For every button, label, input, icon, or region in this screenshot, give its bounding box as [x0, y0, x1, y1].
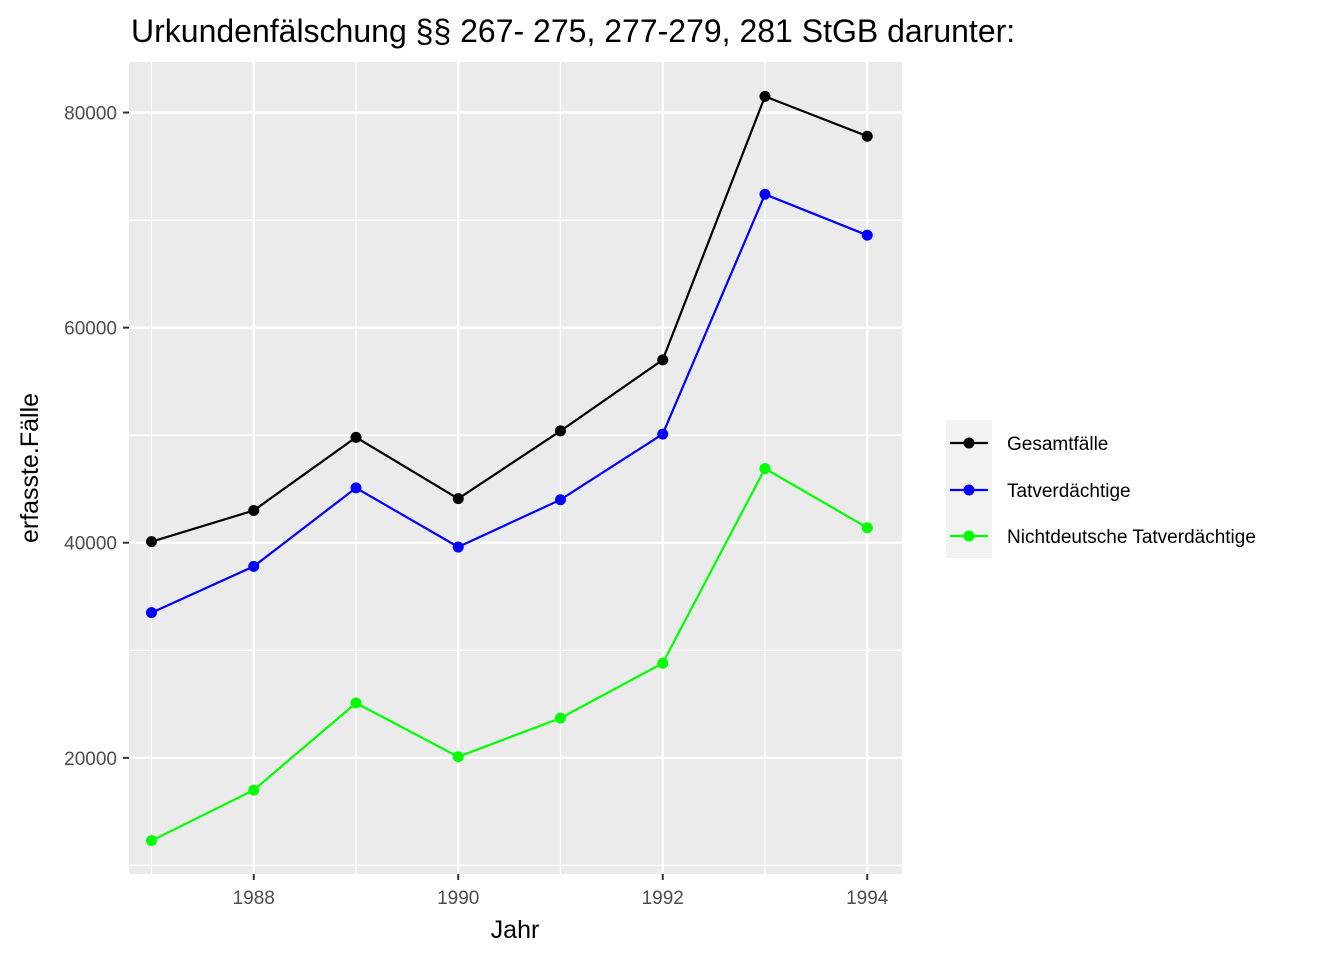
series-point-2: [350, 482, 362, 494]
legend-key-point: [963, 437, 975, 449]
y-axis-title: erfasste.Fälle: [16, 393, 44, 543]
y-tick-label: 20000: [64, 749, 117, 770]
series-line-3: [151, 466, 868, 842]
x-tick-label: 1994: [846, 888, 889, 909]
series-point-1: [452, 493, 464, 505]
series-line-2: [151, 192, 868, 614]
series-point-3: [145, 835, 157, 847]
series-point-1: [554, 425, 566, 437]
series-line-1: [151, 94, 868, 543]
series-point-1: [248, 504, 260, 516]
series-lines: [145, 90, 873, 847]
legend: Gesamtfälle Tatverdächtige Nichtdeutsche T…: [946, 420, 1256, 558]
plot-panel: [129, 62, 902, 874]
series-point-3: [452, 751, 464, 763]
legend-label: Gesamtfälle: [1007, 434, 1108, 455]
series-point-2: [657, 428, 669, 440]
series-point-1: [657, 354, 669, 366]
axes: 20000 40000 60000 80000 1988 1990 1992 1994: [64, 104, 889, 909]
series-point-1: [759, 90, 771, 102]
series-point-1: [350, 431, 362, 443]
y-tick-label: 40000: [64, 534, 117, 555]
series-point-2: [861, 229, 873, 241]
x-axis-title: Jahr: [491, 916, 540, 944]
series-point-2: [759, 188, 771, 200]
series-point-2: [554, 494, 566, 506]
series-point-1: [145, 536, 157, 548]
series-point-2: [145, 607, 157, 619]
series-point-2: [452, 541, 464, 553]
legend-label: Tatverdächtige: [1007, 481, 1131, 502]
legend-key-point: [963, 484, 975, 496]
series-point-3: [350, 697, 362, 709]
series-point-3: [759, 463, 771, 475]
x-tick-label: 1992: [642, 888, 684, 909]
x-tick-label: 1988: [233, 888, 275, 909]
y-tick-label: 80000: [64, 104, 117, 125]
series-point-3: [657, 657, 669, 669]
series-point-3: [554, 712, 566, 724]
series-point-3: [861, 522, 873, 534]
legend-label: Nichtdeutsche Tatverdächtige: [1007, 527, 1256, 548]
x-tick-label: 1990: [437, 888, 479, 909]
legend-key-point: [963, 530, 975, 542]
chart-title: Urkundenfälschung §§ 267- 275, 277-279, …: [131, 13, 1015, 49]
series-point-3: [248, 784, 260, 796]
series-point-2: [248, 560, 260, 572]
series-point-1: [861, 130, 873, 142]
y-tick-label: 60000: [64, 319, 117, 340]
